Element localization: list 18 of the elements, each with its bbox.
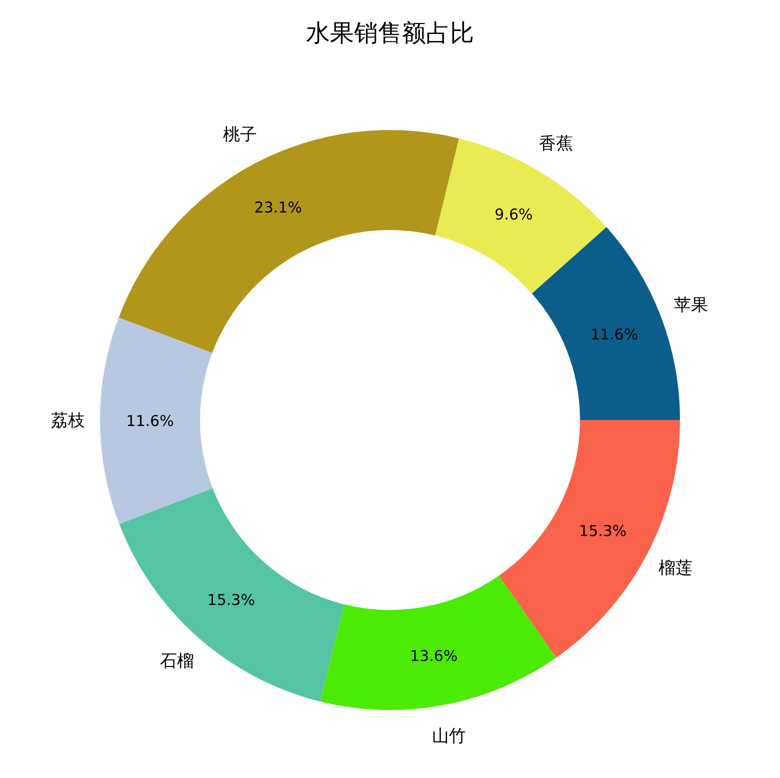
chart-title: 水果销售额占比 [306, 19, 474, 47]
slice-label: 石榴 [160, 651, 194, 672]
data-label: 23.1% [254, 198, 302, 217]
slice-label: 香蕉 [538, 134, 573, 154]
slice-label: 苹果 [674, 295, 708, 316]
slice-label: 荔枝 [51, 411, 85, 432]
donut-slice [100, 318, 213, 524]
data-label: 9.6% [494, 205, 533, 224]
slice-label: 山竹 [432, 726, 466, 747]
slice-label: 榴莲 [658, 558, 693, 579]
data-label: 11.6% [126, 412, 174, 430]
slice-label: 桃子 [222, 125, 257, 146]
data-label: 15.3% [579, 522, 627, 540]
donut-slice [320, 576, 556, 710]
data-label: 15.3% [207, 590, 255, 609]
data-label: 11.6% [590, 326, 638, 344]
data-label: 13.6% [410, 646, 458, 665]
donut-slice [119, 488, 344, 702]
